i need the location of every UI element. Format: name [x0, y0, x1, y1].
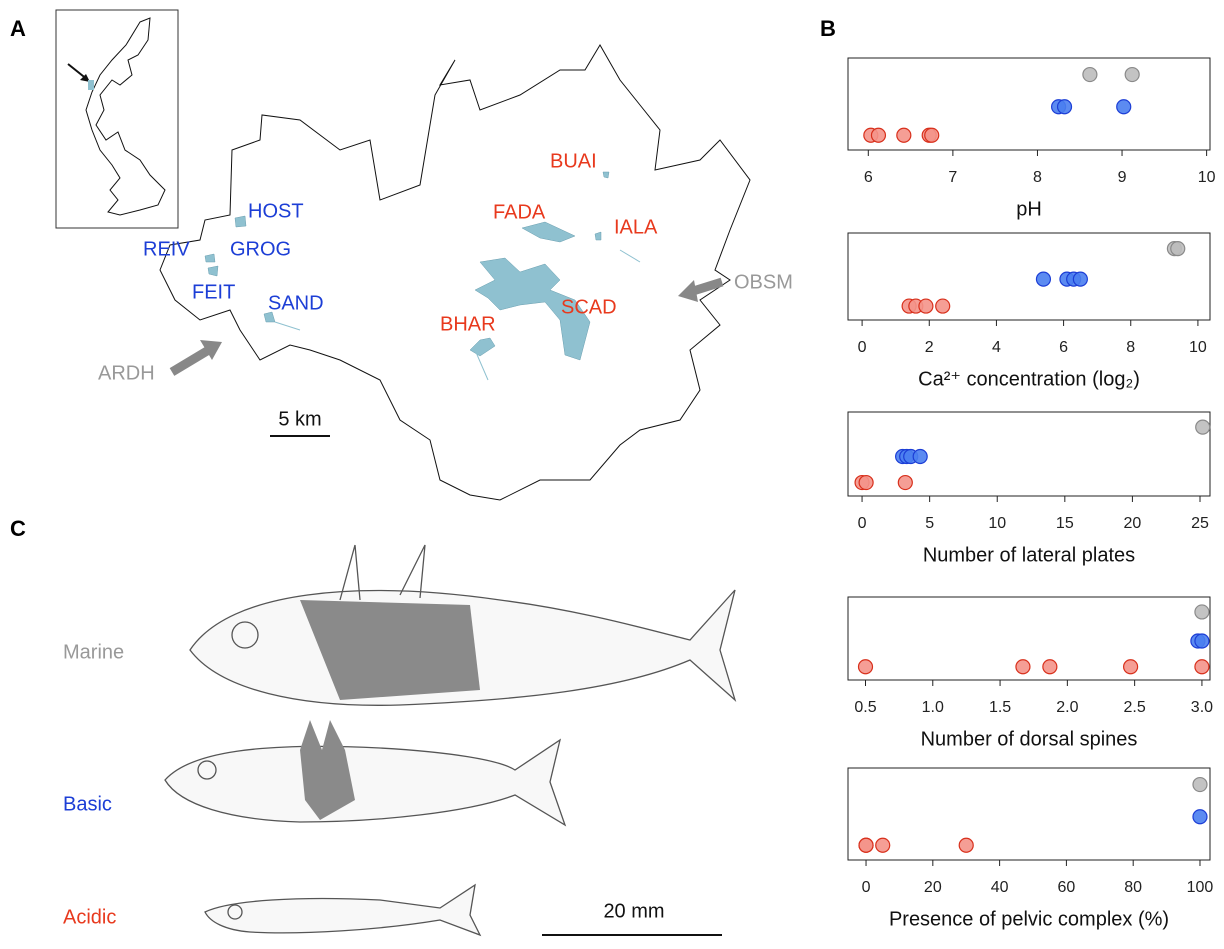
site-label: HOST [248, 200, 304, 222]
x-tick-label: 1.0 [922, 699, 944, 716]
data-point [1195, 419, 1211, 435]
site-label: SAND [268, 292, 324, 314]
data-point [1170, 241, 1186, 257]
x-tick-label: 25 [1191, 515, 1209, 532]
x-tick-label: 2.0 [1056, 699, 1078, 716]
x-tick-label: 10 [988, 515, 1006, 532]
data-point [918, 298, 934, 314]
panel-label: C [10, 516, 26, 541]
plot-frame [847, 57, 1211, 151]
data-point [958, 837, 974, 853]
x-tick-label: 7 [948, 169, 957, 186]
site-label: BUAI [550, 150, 597, 172]
data-point [935, 298, 951, 314]
fish-scale-label: 20 mm [603, 900, 664, 922]
data-point [912, 448, 928, 465]
site-label: OBSM [734, 271, 793, 293]
data-point [1072, 271, 1088, 287]
inset-land [85, 17, 166, 216]
x-tick-label: 2.5 [1124, 699, 1146, 716]
plot-frame [847, 232, 1211, 321]
x-tick-label: 2 [925, 339, 934, 356]
site-label: FEIT [192, 281, 235, 303]
data-point [1192, 809, 1208, 825]
inset-highlight [88, 80, 94, 90]
data-point [1123, 659, 1139, 675]
fish-label: Marine [63, 641, 124, 663]
x-tick-label: 1.5 [989, 699, 1011, 716]
x-tick-label: 10 [1189, 339, 1207, 356]
data-point [1042, 659, 1058, 675]
x-tick-label: 3.0 [1191, 699, 1213, 716]
x-tick-label: 20 [1124, 515, 1142, 532]
panel-label: A [10, 16, 26, 41]
x-tick-label: 9 [1118, 169, 1127, 186]
map-outline [159, 44, 751, 501]
map-scale-label: 5 km [278, 408, 321, 430]
data-point [897, 474, 913, 491]
x-tick-label: 8 [1126, 339, 1135, 356]
data-point [1056, 99, 1073, 115]
data-point [896, 127, 912, 143]
arrowhead-obsm [678, 280, 698, 302]
data-point [1194, 659, 1210, 675]
inset-arrowhead [80, 74, 90, 82]
x-tick-label: 0.5 [854, 699, 876, 716]
plot-frame [847, 596, 1211, 681]
data-point [1082, 66, 1098, 83]
data-point [858, 837, 874, 853]
site-label: ARDH [98, 362, 155, 384]
fish-label: Acidic [63, 906, 116, 928]
x-axis-label: Presence of pelvic complex (%) [889, 908, 1169, 930]
site-label: REIV [143, 238, 190, 260]
site-label: FADA [493, 201, 546, 223]
data-point [857, 659, 874, 675]
x-tick-label: 80 [1124, 879, 1142, 896]
arrowhead-ardh [200, 340, 222, 360]
data-point [870, 127, 887, 143]
x-tick-label: 6 [1059, 339, 1068, 356]
x-axis-label: pH [1016, 198, 1042, 220]
data-point [1116, 99, 1132, 115]
x-tick-label: 10 [1198, 169, 1216, 186]
x-tick-label: 20 [924, 879, 942, 896]
x-tick-label: 6 [864, 169, 873, 186]
data-point [858, 474, 874, 491]
x-axis-label: Number of lateral plates [923, 544, 1135, 566]
site-label: SCAD [561, 296, 617, 318]
plot-frame [847, 411, 1211, 497]
inset-frame [55, 9, 179, 229]
x-tick-label: 0 [862, 879, 871, 896]
x-tick-label: 0 [858, 339, 867, 356]
site-label: GROG [230, 238, 291, 260]
data-point [1192, 776, 1208, 793]
data-point [1015, 659, 1031, 675]
fish-drawings [164, 544, 737, 937]
lakes [204, 171, 610, 361]
x-tick-label: 60 [1058, 879, 1076, 896]
x-tick-label: 8 [1033, 169, 1042, 186]
data-point [1194, 604, 1210, 620]
data-point [1124, 66, 1140, 83]
plot-frame [847, 767, 1211, 861]
data-point [1194, 633, 1210, 649]
fish-label: Basic [63, 793, 112, 815]
data-point [1035, 271, 1052, 287]
site-label: IALA [614, 216, 658, 238]
x-axis-label: Ca²⁺ concentration (log₂) [918, 368, 1140, 390]
arrow-ardh [169, 344, 215, 376]
panel-label: B [820, 16, 836, 41]
x-axis-label: Number of dorsal spines [921, 728, 1138, 750]
x-tick-label: 15 [1056, 515, 1074, 532]
data-point [875, 837, 891, 853]
x-tick-label: 0 [858, 515, 867, 532]
x-tick-label: 40 [991, 879, 1009, 896]
streams [274, 249, 641, 381]
data-point [924, 127, 940, 143]
x-tick-label: 4 [992, 339, 1001, 356]
x-tick-label: 100 [1187, 879, 1214, 896]
site-label: BHAR [440, 313, 496, 335]
x-tick-label: 5 [925, 515, 934, 532]
